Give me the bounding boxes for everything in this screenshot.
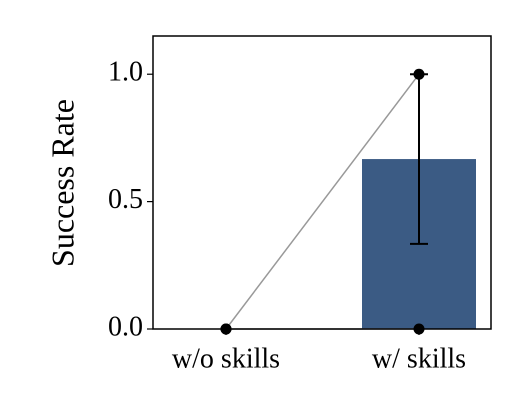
plot-frame [152, 35, 492, 330]
x-tick-label: w/ skills [372, 343, 466, 374]
x-tick-label: w/o skills [172, 343, 280, 374]
y-tick-label: 1.0 [108, 57, 143, 88]
y-axis-label: Success Rate [44, 99, 80, 267]
y-tick-label: 0.5 [108, 184, 143, 215]
point [413, 68, 425, 80]
pair-line [225, 73, 420, 330]
y-tick-label: 0.0 [108, 311, 143, 342]
